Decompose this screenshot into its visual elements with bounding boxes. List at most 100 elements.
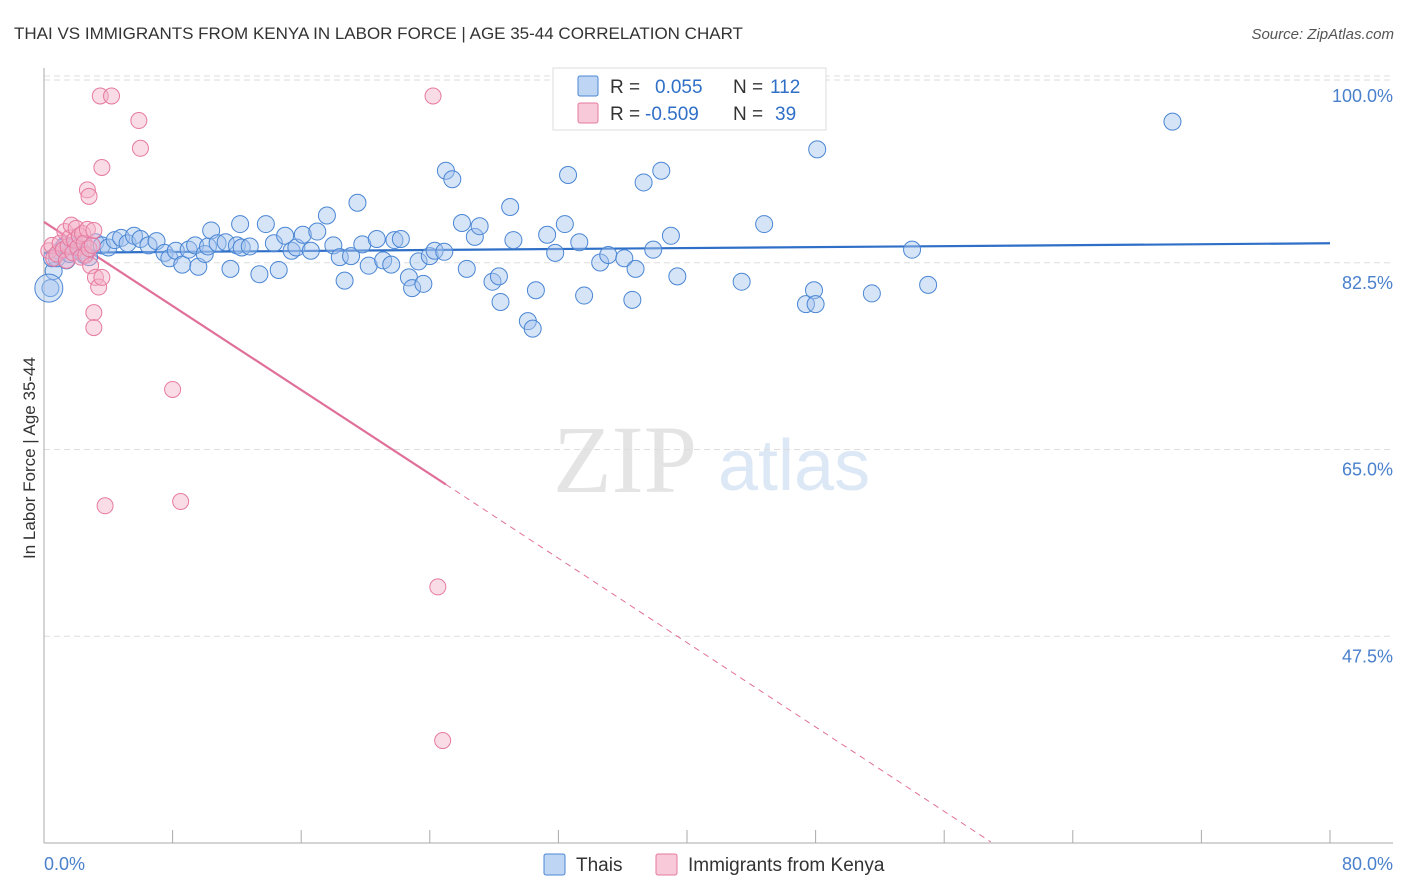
trend-lines — [43, 221, 1331, 843]
thais-point — [538, 225, 557, 244]
thais-point — [804, 281, 823, 300]
bottom-legend-label-thais: Thais — [576, 855, 622, 876]
legend-r-label: R = — [610, 104, 640, 125]
bottom-legend: Thais Immigrants from Kenya — [543, 853, 885, 876]
source-label: Source: ZipAtlas.com — [1251, 26, 1394, 43]
thais-point — [732, 272, 751, 291]
thais-point — [435, 242, 454, 261]
thais-point — [755, 215, 774, 234]
kenya-trend-line-extrapolated — [445, 484, 992, 843]
thais-point — [317, 206, 336, 225]
thais-point — [385, 231, 404, 250]
legend-n-value: 39 — [775, 104, 796, 125]
kenya-point — [80, 240, 98, 258]
kenya-point — [86, 268, 104, 286]
thais-point — [308, 222, 327, 241]
y-tick-label: 82.5% — [1342, 273, 1393, 293]
thais-point — [342, 247, 361, 266]
kenya-point — [64, 244, 82, 262]
thais-point — [425, 241, 444, 260]
thais-point — [470, 217, 489, 236]
thais-point — [489, 267, 508, 286]
thais-point — [452, 213, 471, 232]
data-points — [34, 87, 1182, 750]
legend-r-value: -0.509 — [645, 104, 699, 125]
thais-point — [414, 274, 433, 293]
kenya-point — [85, 221, 103, 239]
thais-point — [403, 279, 422, 298]
legend-n-label: N = — [733, 77, 763, 98]
bottom-legend-swatch-kenya — [655, 853, 678, 876]
kenya-point — [429, 578, 447, 596]
thais-point — [382, 255, 401, 274]
axes: 100.0% 82.5% 65.0% 47.5% 0.0% 80.0% — [43, 68, 1393, 874]
thais-point — [324, 236, 343, 255]
thais-point — [465, 227, 484, 246]
thais-point — [34, 273, 64, 303]
thais-trend-line — [43, 242, 1331, 254]
thais-point — [652, 161, 671, 180]
thais-point — [623, 290, 642, 309]
grid — [44, 75, 1393, 637]
kenya-point — [85, 304, 103, 322]
kenya-point — [78, 181, 96, 199]
kenya-point — [83, 236, 101, 254]
thais-point — [808, 140, 827, 159]
thais-point — [391, 230, 410, 249]
thais-point — [420, 247, 439, 266]
thais-point — [491, 292, 510, 311]
kenya-point — [103, 87, 121, 105]
y-tick-label: 100.0% — [1332, 86, 1393, 106]
thais-point — [626, 259, 645, 278]
watermark-atlas: atlas — [718, 426, 870, 506]
thais-point — [575, 286, 594, 305]
thais-point — [615, 249, 634, 268]
thais-point — [348, 193, 367, 212]
thais-point — [526, 281, 545, 300]
kenya-point — [93, 159, 111, 177]
thais-point — [173, 255, 192, 274]
thais-point — [293, 225, 312, 244]
legend-swatch-thais — [577, 75, 599, 97]
thais-point — [903, 240, 922, 259]
thais-point — [796, 295, 815, 314]
thais-point — [240, 237, 259, 256]
thais-point — [41, 279, 60, 298]
thais-point — [227, 236, 246, 255]
stats-legend: R = 0.055 N = 112 R = -0.509 N = 39 — [552, 67, 827, 131]
thais-point — [862, 284, 881, 303]
thais-point — [806, 295, 825, 314]
thais-point — [501, 197, 520, 216]
thais-point — [250, 265, 269, 284]
kenya-point — [424, 87, 442, 105]
legend-r-value: 0.055 — [655, 77, 703, 98]
watermark: ZIP atlas — [553, 406, 870, 513]
thais-point — [409, 252, 428, 271]
thais-point — [570, 233, 589, 252]
legend-n-value: 112 — [770, 77, 800, 98]
thais-point — [661, 226, 680, 245]
thais-point — [599, 246, 618, 265]
thais-point — [139, 236, 158, 255]
thais-point — [1163, 112, 1182, 131]
thais-point — [282, 241, 301, 260]
thais-point — [634, 173, 653, 192]
x-tick-label: 0.0% — [44, 854, 85, 874]
thais-point — [221, 259, 240, 278]
thais-point — [301, 241, 320, 260]
thais-point — [155, 243, 174, 262]
thais-point — [457, 259, 476, 278]
kenya-point — [172, 493, 190, 511]
thais-point — [443, 170, 462, 189]
thais-point — [269, 260, 288, 279]
y-axis-label: In Labor Force | Age 35-44 — [20, 357, 39, 559]
thais-point — [256, 215, 275, 234]
kenya-point — [434, 732, 452, 750]
legend-r-label: R = — [610, 77, 640, 98]
y-tick-label: 47.5% — [1342, 646, 1393, 666]
thais-point — [276, 226, 295, 245]
thais-point — [504, 231, 523, 250]
chart-title: THAI VS IMMIGRANTS FROM KENYA IN LABOR F… — [14, 24, 743, 43]
thais-point — [231, 215, 250, 234]
